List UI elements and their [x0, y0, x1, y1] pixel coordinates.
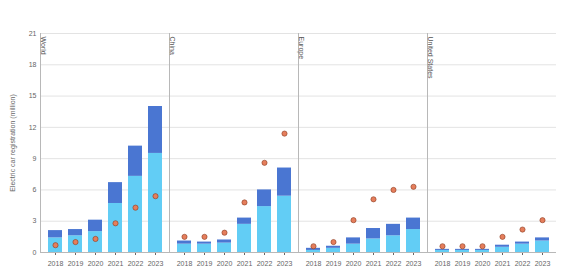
svg-text:2023: 2023 [148, 260, 164, 267]
svg-text:2023: 2023 [535, 260, 551, 267]
svg-text:2020: 2020 [475, 260, 491, 267]
svg-text:2022: 2022 [386, 260, 402, 267]
svg-text:Electric car registration (mil: Electric car registration (million) [9, 94, 17, 192]
svg-text:2018: 2018 [48, 260, 64, 267]
svg-text:2022: 2022 [515, 260, 531, 267]
svg-text:2021: 2021 [495, 260, 511, 267]
svg-text:6: 6 [33, 186, 37, 193]
svg-text:2019: 2019 [197, 260, 213, 267]
svg-text:2021: 2021 [108, 260, 124, 267]
svg-text:2020: 2020 [88, 260, 104, 267]
svg-text:2022: 2022 [257, 260, 273, 267]
svg-text:3: 3 [33, 217, 37, 224]
svg-text:2020: 2020 [346, 260, 362, 267]
svg-text:2023: 2023 [277, 260, 293, 267]
svg-text:2021: 2021 [237, 260, 253, 267]
svg-text:0: 0 [33, 249, 37, 256]
svg-text:Europe: Europe [297, 37, 305, 60]
svg-text:2019: 2019 [455, 260, 471, 267]
svg-text:2019: 2019 [68, 260, 84, 267]
svg-text:2018: 2018 [435, 260, 451, 267]
svg-text:12: 12 [29, 124, 37, 131]
svg-text:World: World [40, 37, 47, 55]
svg-text:2021: 2021 [366, 260, 382, 267]
svg-text:18: 18 [29, 61, 37, 68]
svg-text:2020: 2020 [217, 260, 233, 267]
svg-text:21: 21 [29, 30, 37, 37]
svg-text:2022: 2022 [128, 260, 144, 267]
svg-text:2023: 2023 [406, 260, 422, 267]
svg-text:2019: 2019 [326, 260, 342, 267]
svg-text:United States: United States [427, 37, 434, 80]
svg-text:2018: 2018 [177, 260, 193, 267]
svg-text:China: China [169, 37, 176, 55]
svg-text:2018: 2018 [306, 260, 322, 267]
svg-text:9: 9 [33, 155, 37, 162]
svg-text:15: 15 [29, 92, 37, 99]
